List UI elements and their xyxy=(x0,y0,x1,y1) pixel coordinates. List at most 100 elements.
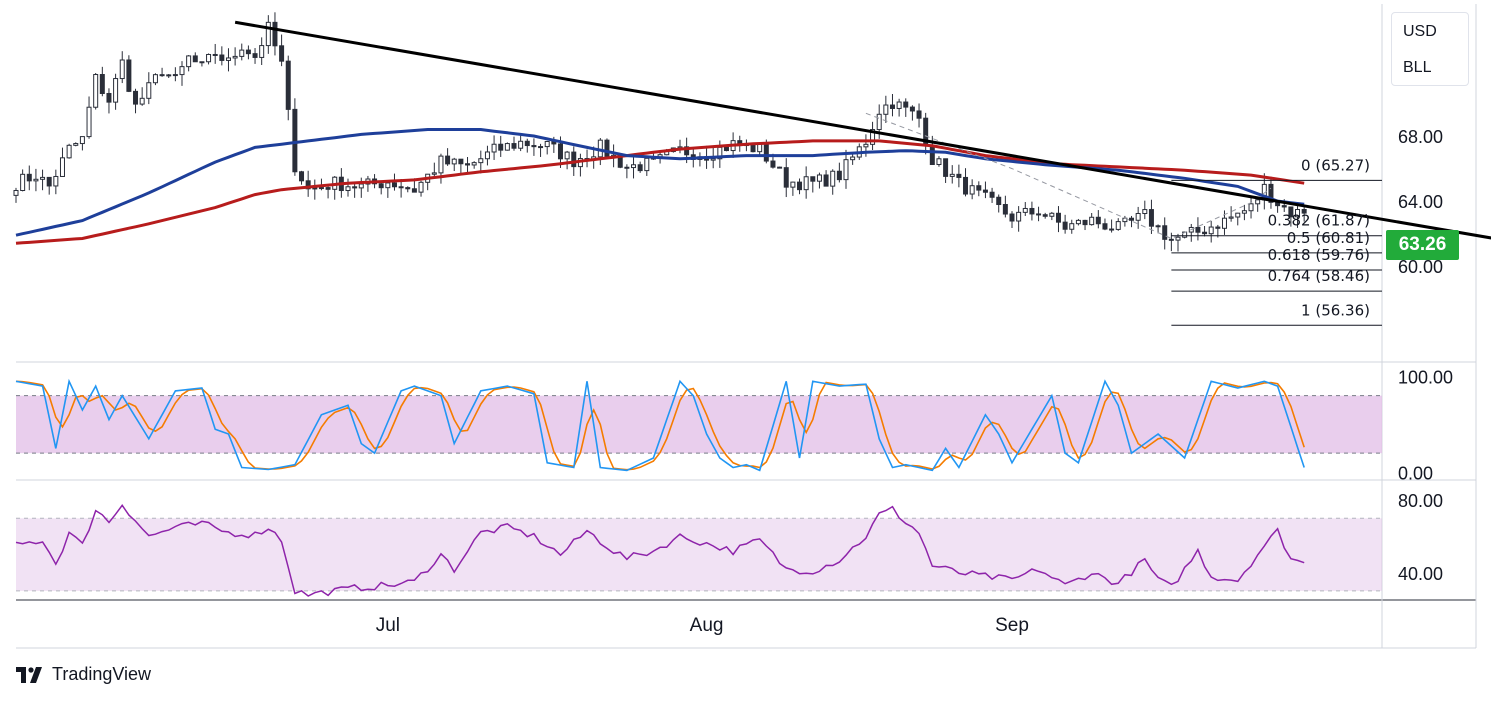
candle xyxy=(976,185,982,191)
candle xyxy=(956,173,962,178)
candle xyxy=(1115,221,1121,230)
candle xyxy=(345,186,351,192)
rsi-line xyxy=(15,504,1305,597)
candle xyxy=(1095,216,1101,225)
candle xyxy=(279,45,285,62)
candle xyxy=(1235,212,1241,218)
last-price-tag: 63.26 xyxy=(1386,230,1459,260)
candle xyxy=(1089,216,1095,226)
candle xyxy=(79,136,85,145)
candle xyxy=(398,186,404,189)
candle xyxy=(604,139,610,157)
fib-level-label: 0.5 (60.81) xyxy=(1287,229,1370,247)
candle xyxy=(1281,205,1287,208)
candle xyxy=(1135,213,1141,221)
candle xyxy=(285,60,291,110)
candle xyxy=(1062,221,1068,230)
candle xyxy=(73,143,79,146)
candle xyxy=(883,104,889,115)
rsi-axis-tick-label: 80.00 xyxy=(1398,491,1443,511)
candle xyxy=(936,158,942,166)
candle xyxy=(810,176,816,182)
candle xyxy=(929,144,935,166)
symbol-legend[interactable]: USD BLL xyxy=(1391,12,1469,86)
candle xyxy=(385,182,391,189)
candle xyxy=(299,171,305,182)
candle xyxy=(1102,223,1108,230)
candle xyxy=(943,158,949,177)
rsi-pane[interactable]: 80.00 40.00 xyxy=(15,491,1443,597)
candle xyxy=(431,172,437,175)
candle xyxy=(1049,212,1055,217)
candle xyxy=(797,181,803,191)
candle xyxy=(113,78,119,103)
time-axis-tick-label: Jul xyxy=(376,615,400,636)
candle xyxy=(1228,216,1234,219)
sma-fast-line xyxy=(15,128,1305,237)
rsi-band-fill xyxy=(16,518,1382,591)
candle xyxy=(219,54,225,61)
candle xyxy=(544,140,550,148)
candle xyxy=(445,155,451,165)
time-axis[interactable]: Jul Aug Sep xyxy=(376,615,1029,636)
candle xyxy=(504,143,510,151)
candle xyxy=(318,187,324,190)
candle xyxy=(159,74,165,77)
candle xyxy=(305,180,311,190)
fib-level-label: 0.618 (59.76) xyxy=(1268,246,1370,264)
price-axis-tick-label: 64.00 xyxy=(1398,192,1443,212)
candle xyxy=(405,187,411,190)
candle xyxy=(312,187,318,190)
candle xyxy=(133,90,139,105)
candle xyxy=(1029,207,1035,215)
candle xyxy=(93,74,99,108)
pane-frames xyxy=(16,4,1477,649)
candle xyxy=(1301,209,1307,214)
fib-level-label: 1 (56.36) xyxy=(1301,301,1370,319)
candle xyxy=(1241,210,1247,214)
candle xyxy=(637,164,643,172)
candle xyxy=(66,144,72,159)
candle xyxy=(358,183,364,189)
candle xyxy=(876,113,882,131)
candle xyxy=(723,146,729,152)
candle xyxy=(265,21,271,47)
candle xyxy=(571,151,577,168)
candle xyxy=(823,174,829,187)
unit-label: BLL xyxy=(1403,59,1432,76)
candle xyxy=(816,174,822,182)
candle xyxy=(292,108,298,173)
candle xyxy=(916,110,922,119)
candle xyxy=(903,101,909,108)
candle xyxy=(119,59,125,80)
candle xyxy=(40,176,46,180)
candle xyxy=(1268,183,1274,203)
stoch-k-line xyxy=(15,378,1305,472)
candle xyxy=(458,158,464,165)
tradingview-logo-icon xyxy=(16,666,42,683)
candle xyxy=(352,186,358,189)
candle xyxy=(146,82,152,99)
stoch-d-line xyxy=(15,380,1305,471)
candle xyxy=(1208,226,1214,235)
candle xyxy=(325,187,331,190)
stochastic-pane[interactable]: 100.00 0.00 xyxy=(15,368,1453,484)
sma-slow-line xyxy=(15,139,1305,245)
candle xyxy=(99,74,105,94)
candle xyxy=(26,173,32,182)
candle xyxy=(783,167,789,188)
candle xyxy=(199,61,205,64)
candle xyxy=(518,140,524,149)
fib-level-label: 0 (65.27) xyxy=(1301,156,1370,174)
candle xyxy=(391,182,397,188)
descending-trendline[interactable] xyxy=(234,20,1491,240)
candle xyxy=(1248,203,1254,212)
candle xyxy=(179,66,185,76)
candle xyxy=(863,143,869,148)
candle xyxy=(1295,209,1301,218)
fibonacci-retracement[interactable]: 0 (65.27) 0.382 (61.87)0.5 (60.81)0.618 (… xyxy=(1171,156,1382,326)
candle xyxy=(1055,212,1061,223)
tradingview-brand[interactable]: TradingView xyxy=(16,664,151,685)
